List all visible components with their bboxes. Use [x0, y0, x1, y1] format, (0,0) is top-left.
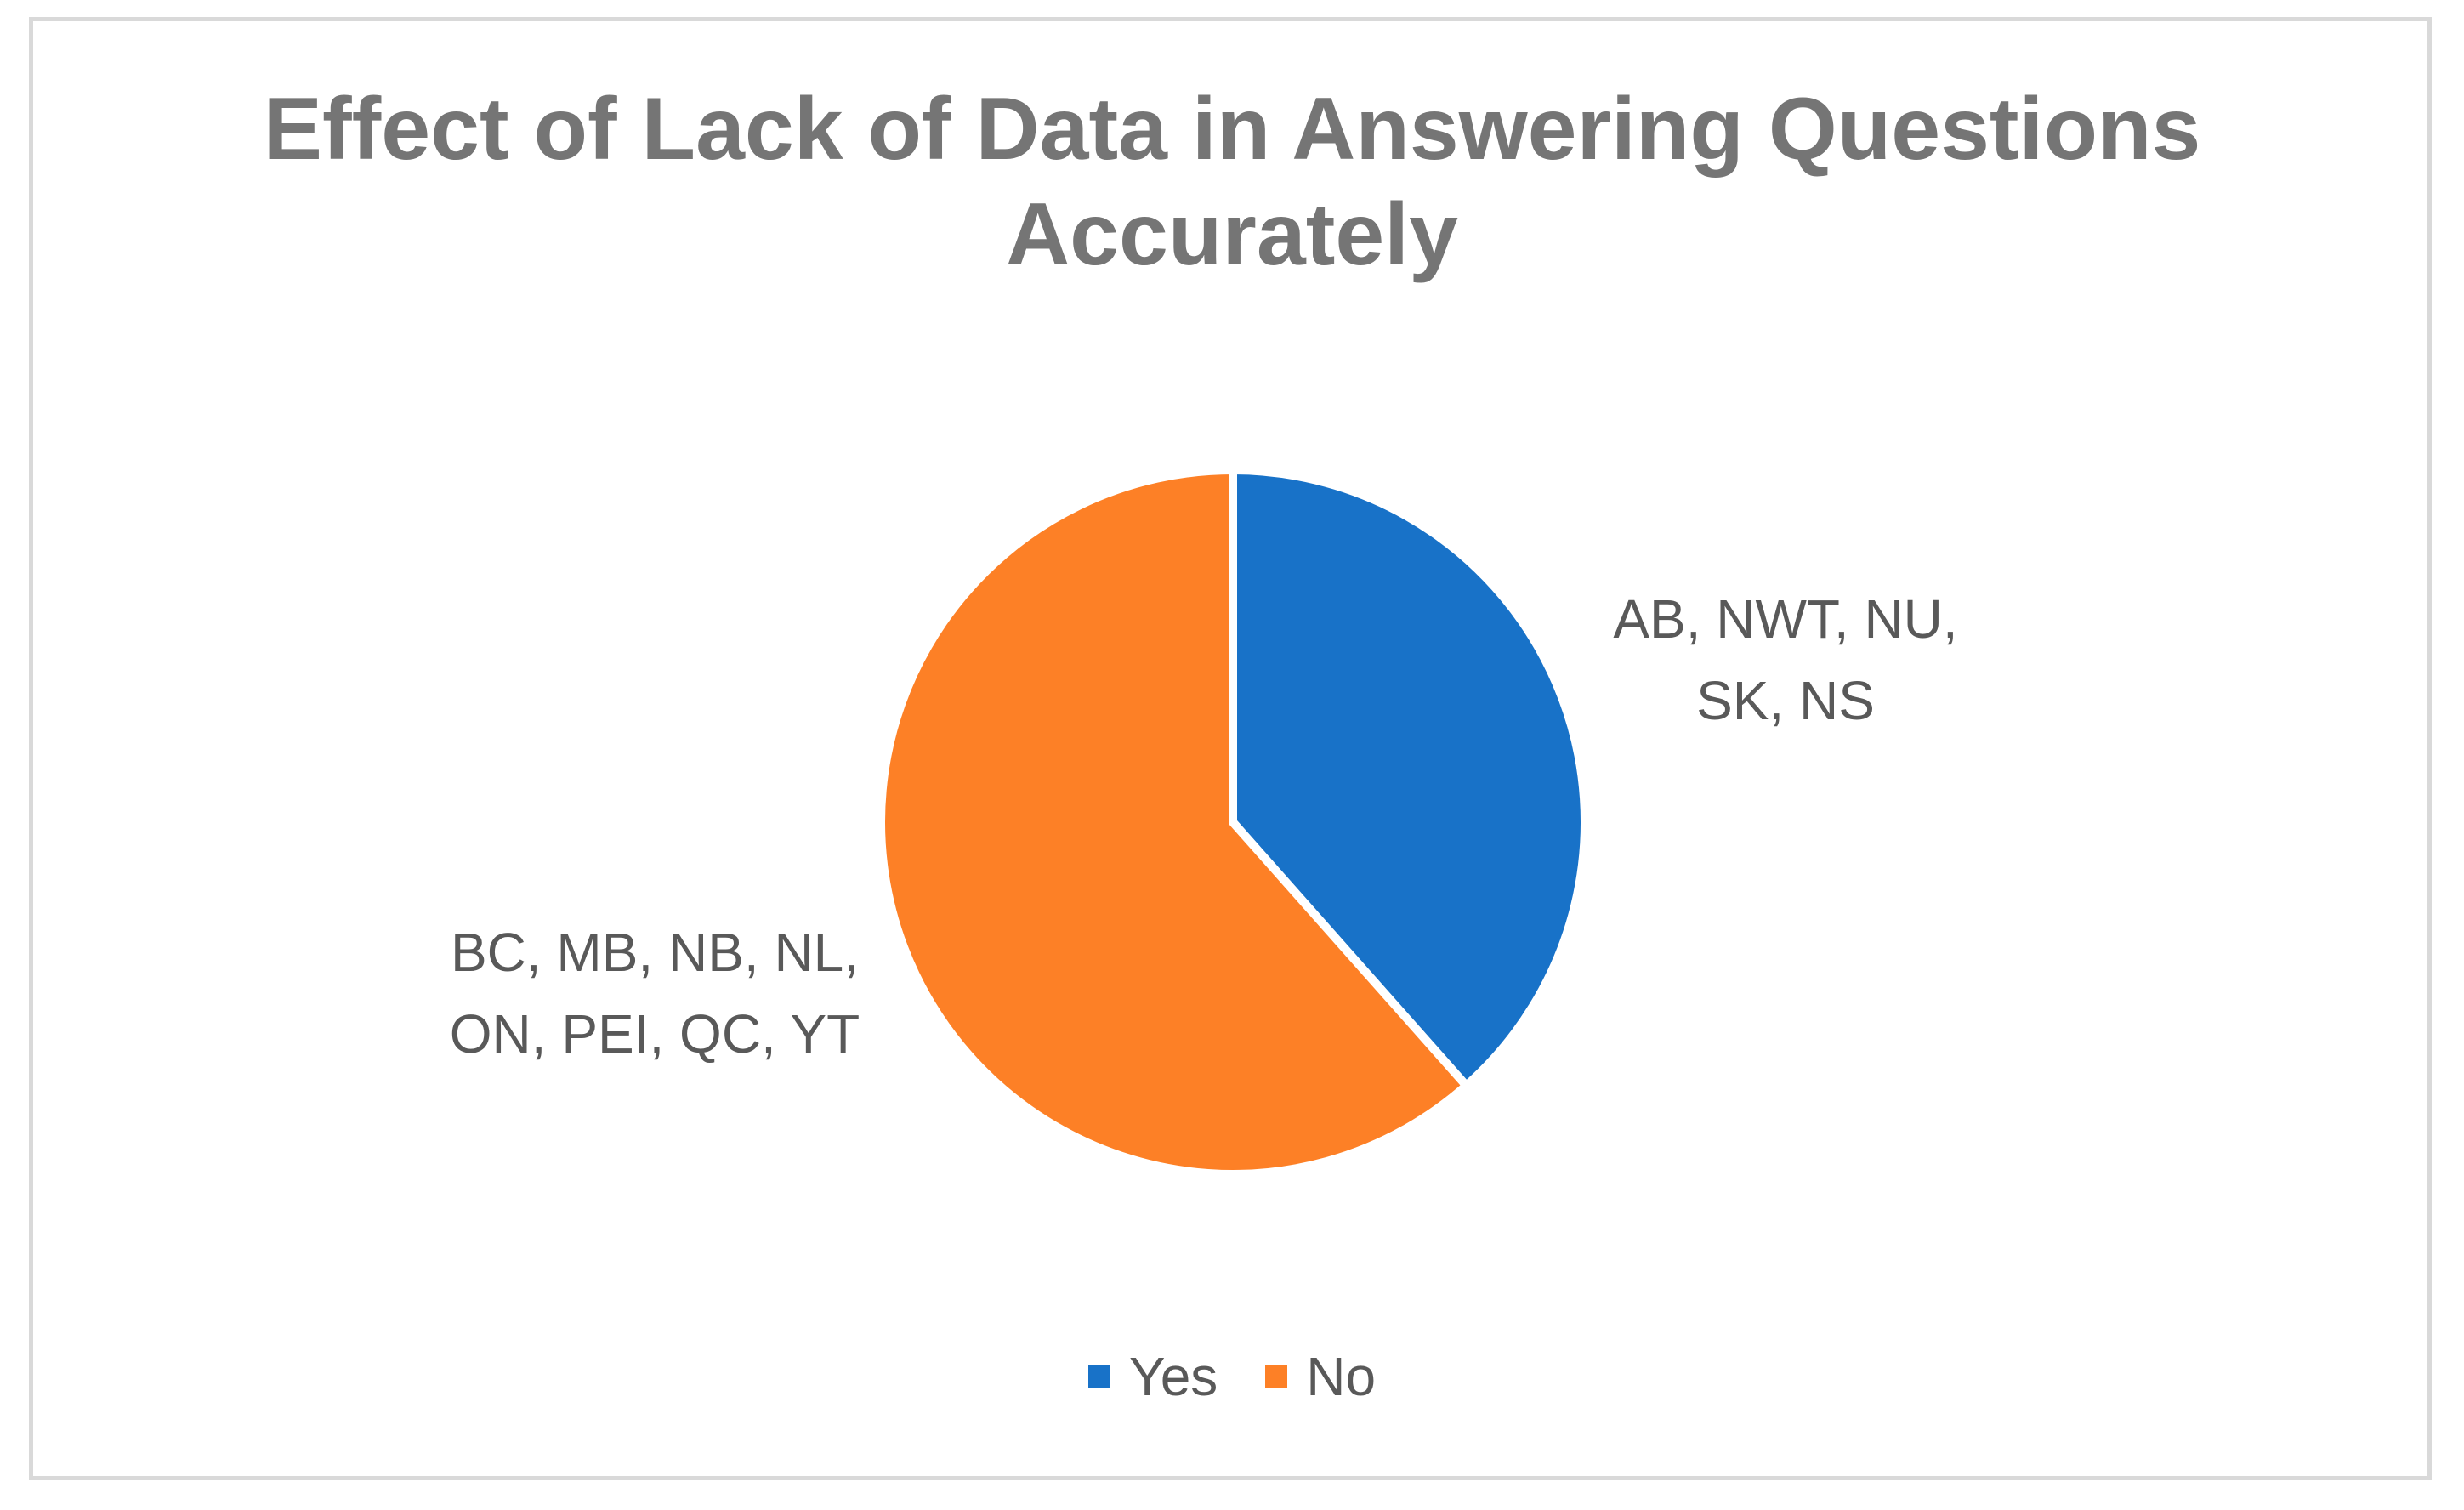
pie-slice-yes[interactable]: [1229, 466, 1589, 1090]
legend-swatch-yes: [1087, 1365, 1110, 1388]
pie-slice-no[interactable]: [877, 466, 1471, 1178]
pie-slices: [877, 466, 1589, 1178]
legend: Yes No: [0, 1345, 2464, 1408]
slice-label-yes: AB, NWT, NU, SK, NS: [1556, 578, 2015, 741]
slice-label-yes-line-1: AB, NWT, NU,: [1613, 588, 1958, 650]
legend-label-no: No: [1306, 1346, 1377, 1407]
chart-title: Effect of Lack of Data in Answering Ques…: [0, 77, 2464, 287]
legend-swatch-no: [1265, 1365, 1288, 1388]
slice-label-no-line-2: ON, PEI, QC, YT: [449, 1003, 860, 1064]
legend-label-yes: Yes: [1128, 1346, 1218, 1407]
legend-item-yes[interactable]: Yes: [1087, 1345, 1218, 1408]
chart-title-line-1: Effect of Lack of Data in Answering Ques…: [263, 80, 2201, 179]
slice-label-no-line-1: BC, MB, NB, NL,: [450, 922, 860, 983]
slice-label-yes-line-2: SK, NS: [1696, 670, 1875, 731]
slice-label-no: BC, MB, NB, NL, ON, PEI, QC, YT: [400, 911, 910, 1075]
chart-title-line-2: Accurately: [1006, 185, 1458, 284]
legend-item-no[interactable]: No: [1265, 1345, 1376, 1408]
